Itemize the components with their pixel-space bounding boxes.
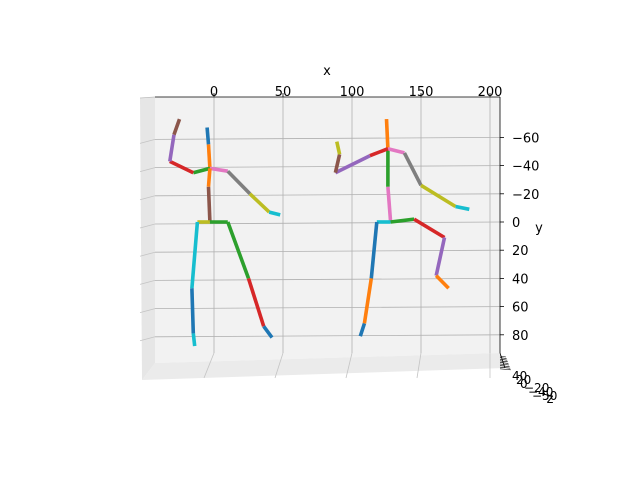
skeleton-segment: [207, 128, 208, 145]
x-axis-label: x: [323, 64, 331, 79]
x-tick-label: 0: [210, 85, 218, 100]
y-tick-label: 40: [512, 272, 529, 287]
skeleton-segment: [209, 144, 210, 168]
y-tick-label: −60: [512, 131, 539, 146]
y-tick-label: 20: [512, 244, 529, 259]
y-tick-label: 60: [512, 301, 529, 316]
y-tick-label: −40: [512, 160, 539, 175]
skeleton-segment: [387, 119, 388, 149]
y-axis-label: y: [535, 221, 543, 236]
skeleton-segment: [193, 333, 194, 346]
y-axis-ticks: −60 −40 −20 0 20 40 60 80: [500, 131, 539, 343]
x-tick-label: 150: [409, 85, 434, 100]
y-tick-label: 80: [512, 329, 529, 344]
y-tick-label: 0: [512, 216, 520, 231]
y-tick-label: −20: [512, 188, 539, 203]
z-tick-label: −50: [532, 389, 557, 403]
x-tick-label: 100: [340, 85, 365, 100]
x-tick-label: 200: [478, 85, 503, 100]
skeleton-segment: [209, 168, 210, 186]
skeleton-segment: [192, 288, 193, 333]
x-tick-label: 50: [275, 85, 292, 100]
z-tick-mark: [500, 369, 511, 370]
skeleton-segment: [209, 187, 210, 222]
z-axis-label: z: [547, 392, 554, 407]
